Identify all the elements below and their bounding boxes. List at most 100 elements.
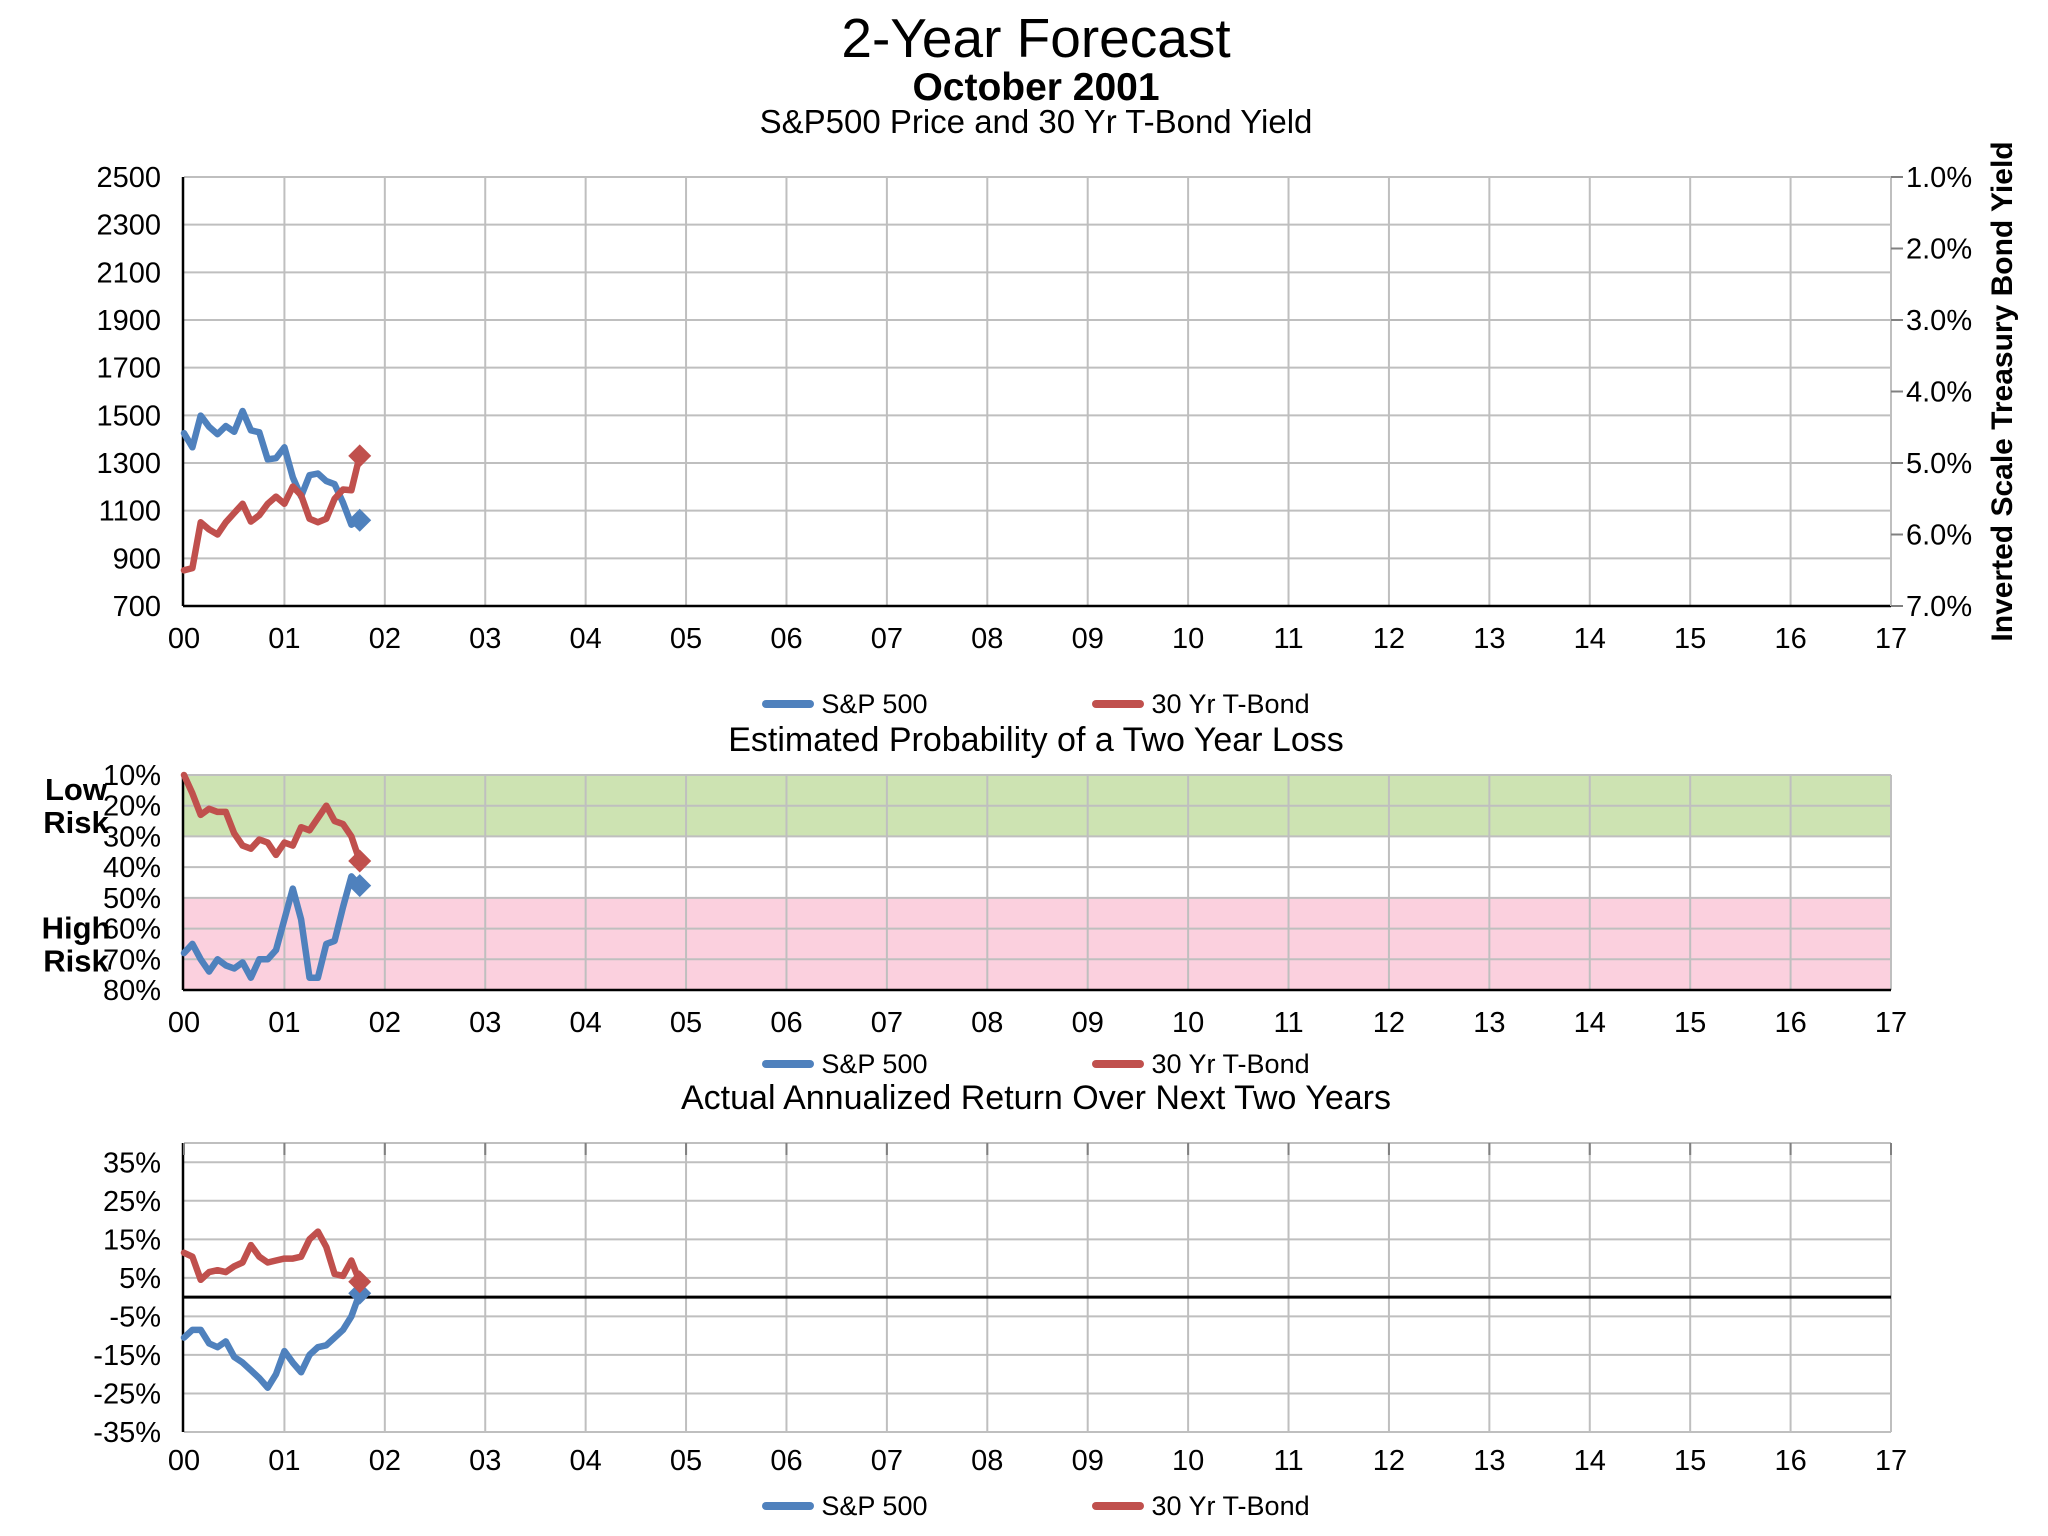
y-tick-label: 1100 xyxy=(99,496,161,528)
y-tick-label: 1900 xyxy=(96,305,161,337)
y-tick-label: 900 xyxy=(113,543,161,575)
y-tick-label: -25% xyxy=(93,1378,161,1410)
x-tick-label: 03 xyxy=(469,1445,501,1477)
right-y-tick-label: 4.0% xyxy=(1906,377,1972,409)
legend-label-tbond: 30 Yr T-Bond xyxy=(1151,688,1310,719)
x-tick-label: 14 xyxy=(1574,1445,1606,1477)
x-tick-label: 04 xyxy=(570,623,602,655)
risk-zone-label: Low xyxy=(45,772,108,807)
x-tick-label: 08 xyxy=(971,1445,1003,1477)
legend-item-tbond: 30 Yr T-Bond xyxy=(1092,1048,1310,1080)
x-tick-label: 00 xyxy=(168,623,200,655)
price-yield-chart-title: S&P500 Price and 30 Yr T-Bond Yield xyxy=(759,103,1313,140)
s-p-500-line xyxy=(180,407,363,528)
risk-zone-label: Risk xyxy=(43,805,109,840)
x-tick-label: 11 xyxy=(1273,1007,1303,1039)
diamond-marker xyxy=(348,1270,372,1294)
x-tick-label: 02 xyxy=(369,623,401,655)
x-tick-label: 00 xyxy=(168,1445,200,1477)
y-tick-label: 1300 xyxy=(96,448,161,480)
legend-item-sp500: S&P 500 xyxy=(762,689,927,720)
y-tick-label: 60% xyxy=(103,914,161,946)
annualized-return-legend: S&P 500 30 Yr T-Bond xyxy=(12,1490,2048,1522)
x-tick-label: 09 xyxy=(1072,1007,1104,1039)
x-tick-label: 14 xyxy=(1574,623,1606,655)
y-tick-label: -5% xyxy=(109,1301,161,1333)
y-tick-label: 2500 xyxy=(96,162,161,194)
y-tick-label: 10% xyxy=(103,762,161,792)
30-yr-t-bond-line xyxy=(180,771,363,865)
30-yr-t-bond-line xyxy=(180,1228,363,1285)
x-tick-label: 10 xyxy=(1172,1445,1204,1477)
right-y-tick-label: 5.0% xyxy=(1906,448,1972,480)
tbond-line-swatch xyxy=(1092,1060,1145,1068)
x-tick-label: 05 xyxy=(670,1445,702,1477)
x-tick-label: 13 xyxy=(1473,623,1505,655)
x-tick-label: 05 xyxy=(670,623,702,655)
x-tick-label: 05 xyxy=(670,1007,702,1039)
x-tick-label: 07 xyxy=(871,1007,903,1039)
right-y-tick-label: 6.0% xyxy=(1906,520,1972,552)
x-tick-label: 02 xyxy=(369,1007,401,1039)
x-tick-label: 08 xyxy=(971,1007,1003,1039)
x-tick-label: 13 xyxy=(1473,1007,1505,1039)
x-tick-label: 13 xyxy=(1473,1445,1505,1477)
y-tick-label: 70% xyxy=(103,944,161,976)
right-y-tick-label: 3.0% xyxy=(1906,305,1972,337)
annualized-return-chart-title: Actual Annualized Return Over Next Two Y… xyxy=(681,1079,1391,1117)
right-y-tick-label: 7.0% xyxy=(1906,591,1972,623)
x-tick-label: 06 xyxy=(770,1007,802,1039)
diamond-marker xyxy=(348,874,372,898)
diamond-marker xyxy=(348,444,372,468)
x-tick-label: 07 xyxy=(871,623,903,655)
x-tick-label: 09 xyxy=(1072,1445,1104,1477)
legend-item-tbond: 30 Yr T-Bond xyxy=(1092,1491,1310,1522)
y-tick-label: 40% xyxy=(103,852,161,884)
x-tick-label: 16 xyxy=(1774,623,1806,655)
x-tick-label: 16 xyxy=(1774,1007,1806,1039)
y-tick-label: 25% xyxy=(103,1186,161,1218)
legend-label-sp500: S&P 500 xyxy=(821,1048,928,1079)
x-tick-label: 15 xyxy=(1674,1445,1706,1477)
tbond-line-swatch xyxy=(1092,700,1145,708)
x-tick-label: 14 xyxy=(1574,1007,1606,1039)
high-risk-band xyxy=(184,897,1891,990)
y-tick-label: 2300 xyxy=(96,210,161,242)
y-tick-label: -35% xyxy=(93,1417,161,1449)
x-tick-label: 10 xyxy=(1172,1007,1204,1039)
right-y-tick-label: 2.0% xyxy=(1906,234,1972,266)
x-tick-label: 01 xyxy=(268,1445,300,1477)
x-tick-label: 01 xyxy=(268,623,300,655)
legend-label-tbond: 30 Yr T-Bond xyxy=(1151,1048,1310,1079)
loss-probability-chart: 10%20%30%40%50%60%70%80%LowRiskHighRisk0… xyxy=(42,762,1908,1039)
x-tick-label: 17 xyxy=(1875,623,1907,655)
diamond-marker xyxy=(348,1281,372,1305)
y-tick-label: 700 xyxy=(113,591,161,623)
x-tick-label: 01 xyxy=(268,1007,300,1039)
loss-probability-legend: S&P 500 30 Yr T-Bond xyxy=(12,1048,2048,1080)
sp500-line-swatch xyxy=(762,700,815,708)
x-tick-label: 04 xyxy=(570,1445,602,1477)
x-tick-label: 04 xyxy=(570,1007,602,1039)
legend-item-sp500: S&P 500 xyxy=(762,1491,927,1522)
y-tick-label: 35% xyxy=(103,1147,161,1179)
s-p-500-line xyxy=(180,873,363,981)
risk-zone-label: Risk xyxy=(43,943,109,978)
x-tick-label: 17 xyxy=(1875,1445,1907,1477)
sp500-line-swatch xyxy=(762,1502,815,1510)
x-tick-label: 00 xyxy=(168,1007,200,1039)
price-yield-legend: S&P 500 30 Yr T-Bond xyxy=(12,688,2048,720)
y-tick-label: 20% xyxy=(103,791,161,823)
x-tick-label: 16 xyxy=(1774,1445,1806,1477)
legend-item-tbond: 30 Yr T-Bond xyxy=(1092,688,1310,720)
y-tick-label: 50% xyxy=(103,883,161,915)
x-tick-label: 06 xyxy=(770,1445,802,1477)
loss-probability-chart-title: Estimated Probability of a Two Year Loss xyxy=(728,721,1344,759)
diamond-marker xyxy=(348,849,372,873)
risk-zone-label: High xyxy=(42,910,111,945)
right-y-tick-label: 1.0% xyxy=(1906,162,1972,194)
x-tick-label: 11 xyxy=(1273,1445,1303,1477)
x-tick-label: 15 xyxy=(1674,623,1706,655)
right-axis-title: Inverted Scale Treasury Bond Yield xyxy=(1986,141,2019,641)
